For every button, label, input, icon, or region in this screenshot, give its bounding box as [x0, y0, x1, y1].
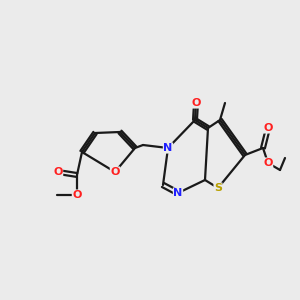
- Text: O: O: [53, 167, 63, 177]
- Text: O: O: [263, 123, 273, 133]
- Text: O: O: [110, 167, 120, 177]
- Text: O: O: [72, 190, 82, 200]
- Text: N: N: [164, 143, 172, 153]
- Text: S: S: [214, 183, 222, 193]
- Text: O: O: [191, 98, 201, 108]
- Text: O: O: [263, 158, 273, 168]
- Text: N: N: [173, 188, 183, 198]
